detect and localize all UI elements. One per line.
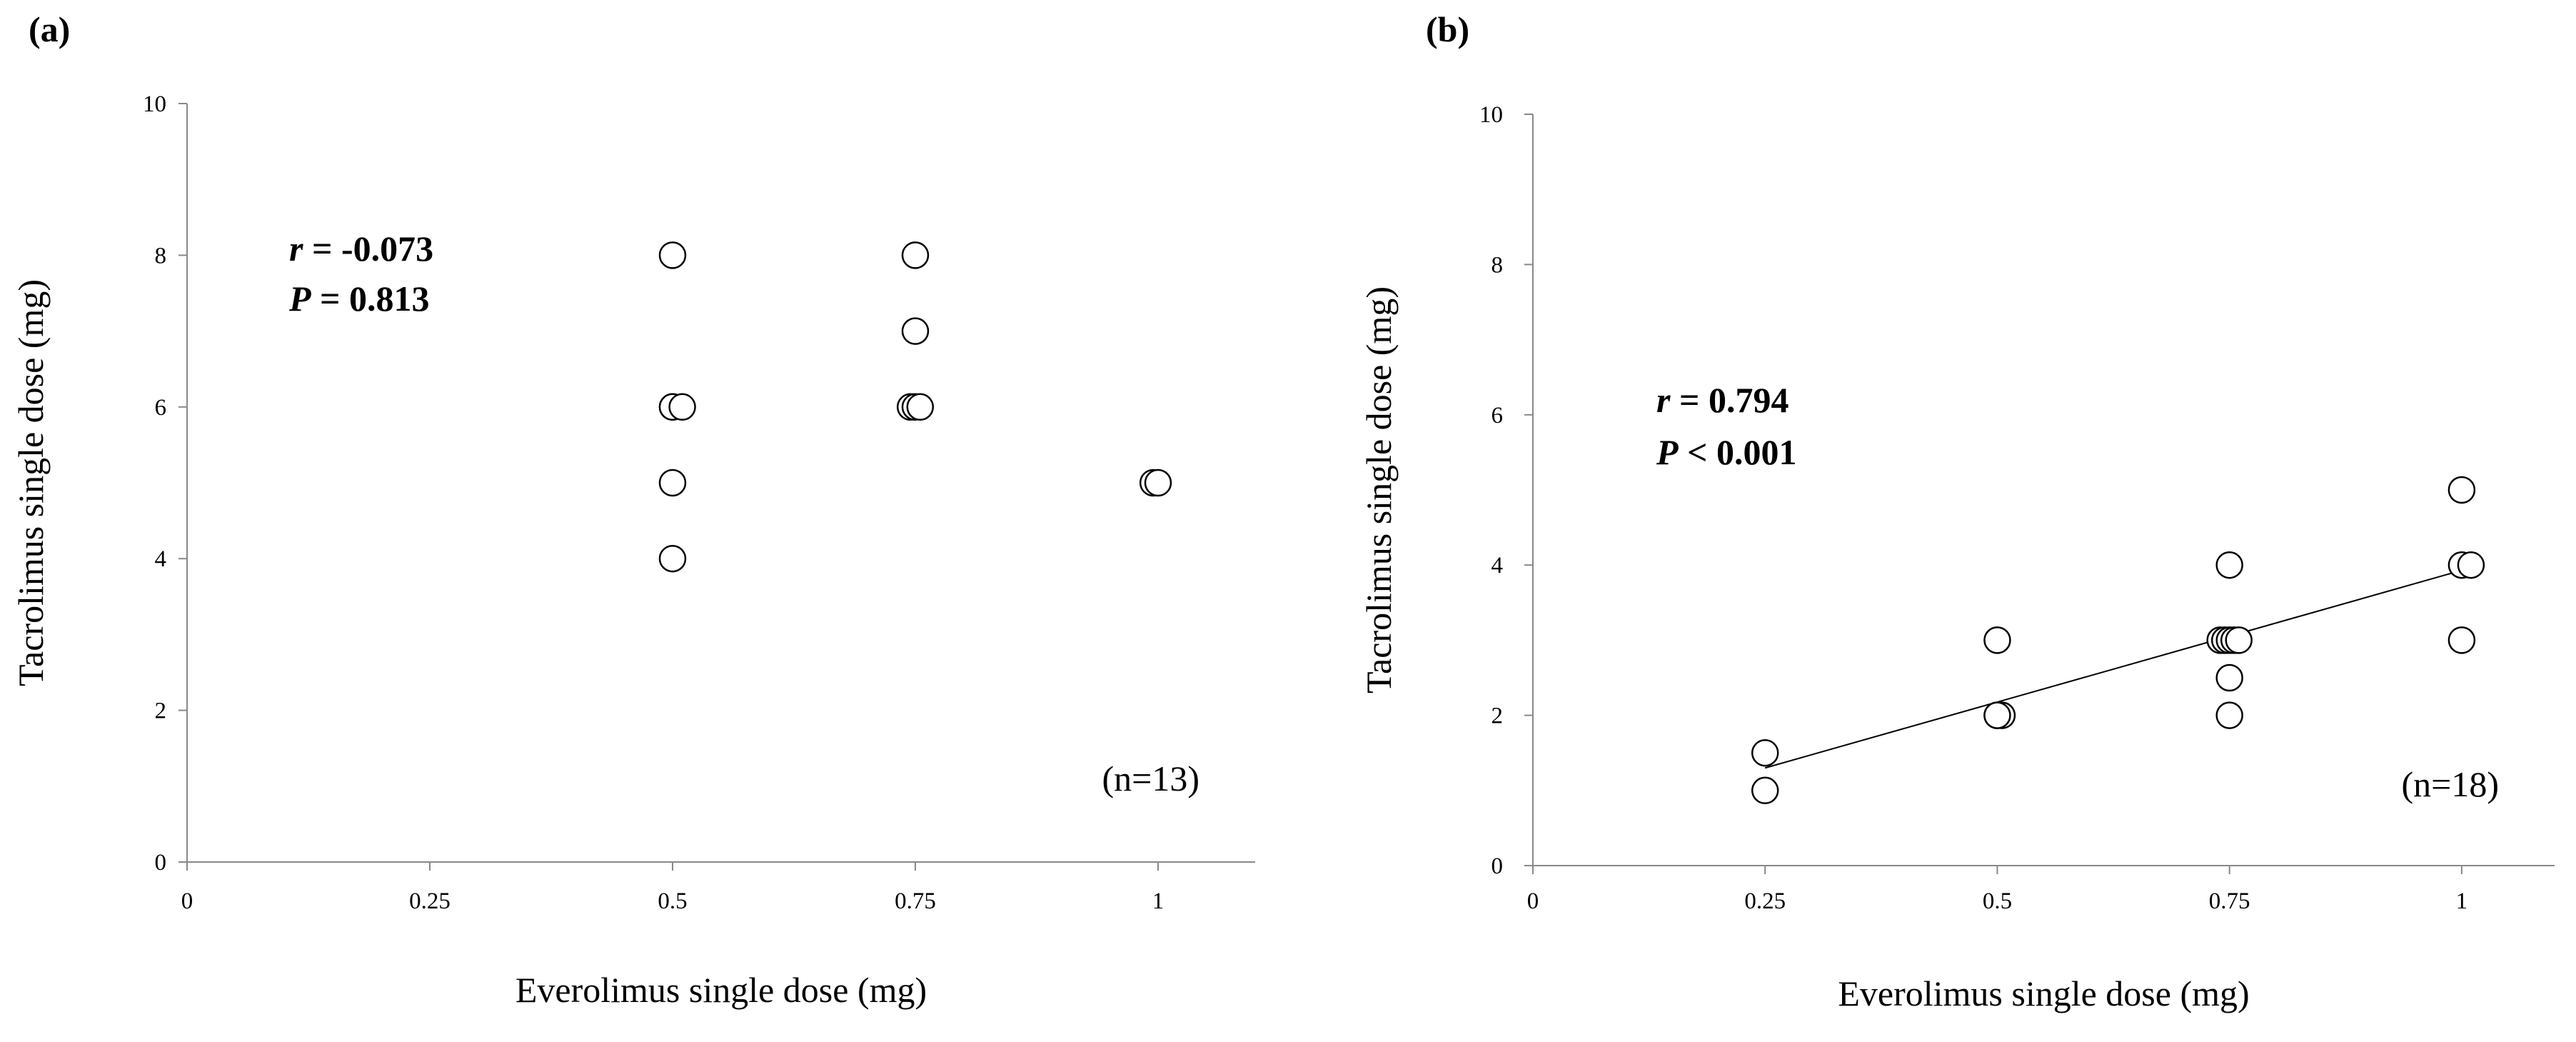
data-point [2447,626,2476,654]
stat-r: r = -0.073 [289,229,433,269]
x-tick-label: 1 [1152,888,1164,914]
chart-panel-a: (a) 0 2 4 6 8 10 0 0.25 0.5 0.75 1 Tacrolimus single… [11,9,1255,1010]
data-point [2215,701,2243,729]
sample-size-label: (n=13) [1102,758,1200,798]
data-point [658,241,687,269]
x-tick-label: 0.75 [895,888,936,914]
stat-p: P = 0.813 [288,279,430,319]
x-tick-label: 0.5 [1983,888,2012,914]
data-point [2447,476,2476,504]
y-tick-label: 4 [1491,553,1504,578]
data-point [906,393,935,421]
y-axis-title: Tacrolimus single dose (mg) [11,279,51,686]
y-tick-label: 4 [155,546,167,572]
panel-label: (b) [1426,9,1469,49]
x-tick-label: 0.25 [409,888,451,914]
x-tick-label: 1 [2456,888,2468,914]
y-tick-label: 2 [1491,703,1504,729]
y-tick-label: 8 [1491,252,1504,278]
y-tick-label: 10 [143,91,166,117]
x-tick-label: 0.5 [658,888,687,914]
data-point [901,241,930,269]
x-tick-label: 0 [181,888,193,914]
data-point [2225,626,2253,654]
sample-size-label: (n=18) [2402,764,2500,804]
data-point [1983,626,2011,654]
x-axis-title: Everolimus single dose (mg) [515,970,927,1010]
data-point [2215,663,2243,692]
x-axis-title: Everolimus single dose (mg) [1838,973,2249,1013]
y-tick-label: 10 [1479,102,1503,128]
data-point [2215,551,2243,579]
x-tick-label: 0.75 [2209,888,2250,914]
y-tick-label: 2 [155,698,167,724]
data-point [658,469,687,497]
y-tick-label: 6 [155,395,167,421]
data-point [1144,469,1172,497]
panel-label: (a) [29,9,70,49]
data-point [668,393,696,421]
data-point [1751,738,1779,767]
data-point [1751,776,1779,805]
stat-r: r = 0.794 [1656,380,1788,420]
chart-panel-b: (b) 0 2 4 6 8 10 0 0.25 0.5 0.75 1 Tacrolimus single… [1359,9,2555,1013]
y-tick-label: 6 [1491,403,1504,429]
y-tick-label: 8 [155,243,167,269]
trend-line [1764,569,2462,769]
data-point [2457,551,2485,579]
x-tick-label: 0.25 [1744,888,1786,914]
y-tick-label: 0 [155,850,167,876]
y-tick-label: 0 [1491,853,1504,879]
x-tick-label: 0 [1527,888,1539,914]
data-point [901,317,930,345]
data-point [658,544,687,573]
y-axis-title: Tacrolimus single dose (mg) [1359,286,1399,693]
data-point [1983,701,2011,729]
stat-p: P < 0.001 [1656,432,1797,472]
